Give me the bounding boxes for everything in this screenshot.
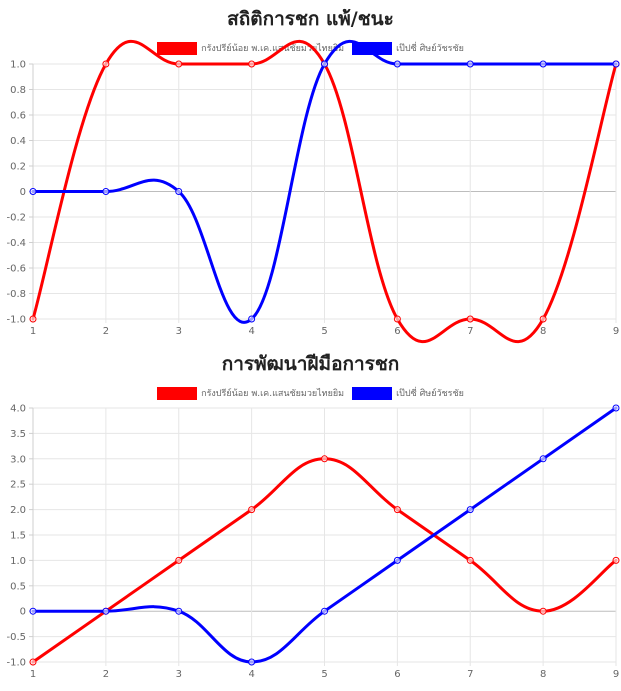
x-tick-label: 9 bbox=[613, 326, 619, 337]
data-point[interactable] bbox=[393, 556, 401, 564]
x-tick-label: 6 bbox=[394, 326, 400, 337]
x-tick-label: 6 bbox=[394, 669, 400, 680]
legend-label: เป๊ปซี่ ศิษย์วัชรชัย bbox=[396, 44, 464, 54]
x-tick-label: 7 bbox=[467, 326, 473, 337]
data-point[interactable] bbox=[102, 188, 110, 195]
y-tick-label: -0.4 bbox=[6, 238, 26, 249]
data-point[interactable] bbox=[612, 556, 620, 564]
data-point[interactable] bbox=[248, 315, 256, 323]
legend-item-series-1[interactable]: กรังปรีย์น้อย พ.เค.แสนชัยมวยไทยยิม bbox=[157, 386, 344, 400]
y-tick-label: 3.5 bbox=[10, 429, 26, 440]
x-tick-label: 4 bbox=[248, 326, 254, 337]
y-tick-label: 2.5 bbox=[10, 480, 26, 491]
chart-plot-area: 4.0 3.5 3.0 2.5 2.0 1.5 1.0 0.5 0 -0.5 -1.0 1 2 3 4 5 6 7… bbox=[6, 404, 620, 680]
data-point[interactable] bbox=[175, 60, 183, 68]
x-tick-label: 8 bbox=[540, 326, 546, 337]
chart-plot-area: 1.0 0.8 0.6 0.4 0.2 0 -0.2 -0.4 -0.6 -0.8 -1.0 1 2 3 4… bbox=[6, 39, 620, 344]
y-tick-label: 0.2 bbox=[10, 162, 26, 173]
data-point[interactable] bbox=[539, 60, 547, 68]
data-point[interactable] bbox=[102, 60, 110, 68]
series-line-2 bbox=[31, 39, 618, 324]
y-tick-label: 0 bbox=[20, 607, 26, 618]
y-tick-label: 0.4 bbox=[10, 136, 26, 147]
x-tick-label: 5 bbox=[321, 669, 327, 680]
legend-label: กรังปรีย์น้อย พ.เค.แสนชัยมวยไทยยิม bbox=[201, 44, 345, 54]
data-point[interactable] bbox=[175, 607, 183, 615]
data-point[interactable] bbox=[321, 607, 328, 615]
data-point[interactable] bbox=[248, 60, 256, 68]
data-point[interactable] bbox=[29, 188, 37, 195]
data-point[interactable] bbox=[466, 60, 474, 68]
data-point[interactable] bbox=[466, 506, 474, 514]
y-tick-label: 0 bbox=[20, 187, 26, 198]
y-tick-label: 3.0 bbox=[10, 454, 26, 465]
legend-label: เป๊ปซี่ ศิษย์วัชรชัย bbox=[396, 389, 464, 399]
x-tick-label: 2 bbox=[103, 669, 109, 680]
x-tick-label: 1 bbox=[30, 669, 36, 680]
data-point[interactable] bbox=[321, 455, 328, 463]
chart-win-loss: สถิติการชก แพ้/ชนะ กรังปรีย์น้อย พ.เค.แส… bbox=[0, 0, 621, 345]
legend-swatch-red bbox=[157, 41, 198, 55]
y-tick-label: 4.0 bbox=[10, 404, 26, 415]
x-tick-label: 4 bbox=[248, 669, 254, 680]
x-tick-label: 1 bbox=[30, 326, 36, 337]
y-tick-label: 1.0 bbox=[10, 556, 26, 567]
data-point[interactable] bbox=[102, 607, 110, 615]
data-point[interactable] bbox=[393, 315, 401, 323]
x-tick-label: 5 bbox=[321, 326, 327, 337]
data-point[interactable] bbox=[29, 315, 37, 323]
data-point[interactable] bbox=[321, 60, 328, 68]
x-tick-label: 7 bbox=[467, 669, 473, 680]
y-tick-label: 1.0 bbox=[10, 60, 26, 71]
y-tick-label: -0.2 bbox=[6, 213, 26, 224]
data-point[interactable] bbox=[466, 315, 474, 323]
y-tick-label: 1.5 bbox=[10, 531, 26, 542]
legend-item-series-2[interactable]: เป๊ปซี่ ศิษย์วัชรชัย bbox=[352, 386, 464, 400]
data-point[interactable] bbox=[466, 556, 474, 564]
data-point[interactable] bbox=[612, 404, 620, 412]
series-line-1 bbox=[31, 39, 618, 344]
data-point[interactable] bbox=[248, 506, 256, 514]
chart-skill-progress: การพัฒนาฝีมือการชก กรังปรีย์น้อย พ.เค.แส… bbox=[0, 345, 621, 691]
data-point[interactable] bbox=[29, 607, 37, 615]
data-point[interactable] bbox=[393, 60, 401, 68]
y-tick-label: 0.5 bbox=[10, 581, 26, 592]
data-point[interactable] bbox=[539, 607, 547, 615]
legend-item-series-1[interactable]: กรังปรีย์น้อย พ.เค.แสนชัยมวยไทยยิม bbox=[157, 41, 344, 55]
data-point[interactable] bbox=[539, 455, 547, 463]
legend-swatch-red bbox=[157, 386, 198, 400]
x-tick-label: 9 bbox=[613, 669, 619, 680]
y-tick-label: -0.8 bbox=[6, 289, 26, 300]
y-tick-label: -1.0 bbox=[6, 315, 26, 326]
y-tick-label: 0.8 bbox=[10, 85, 26, 96]
y-tick-label: 2.0 bbox=[10, 505, 26, 516]
chart-title: การพัฒนาฝีมือการชก bbox=[221, 353, 400, 375]
legend-swatch-blue bbox=[352, 386, 393, 400]
data-point[interactable] bbox=[612, 60, 620, 68]
data-point[interactable] bbox=[248, 658, 256, 666]
y-tick-label: -0.6 bbox=[6, 264, 26, 275]
data-point[interactable] bbox=[539, 315, 547, 323]
chart-title: สถิติการชก แพ้/ชนะ bbox=[227, 8, 394, 30]
data-point[interactable] bbox=[393, 506, 401, 514]
legend-label: กรังปรีย์น้อย พ.เค.แสนชัยมวยไทยยิม bbox=[201, 389, 345, 399]
x-tick-label: 2 bbox=[103, 326, 109, 337]
data-point[interactable] bbox=[175, 188, 183, 195]
y-tick-label: -1.0 bbox=[6, 658, 26, 669]
y-tick-label: -0.5 bbox=[6, 632, 26, 643]
data-point[interactable] bbox=[175, 556, 183, 564]
x-tick-label: 3 bbox=[176, 326, 182, 337]
chart-legend: กรังปรีย์น้อย พ.เค.แสนชัยมวยไทยยิม เป๊ปซ… bbox=[0, 385, 621, 401]
x-tick-label: 8 bbox=[540, 669, 546, 680]
data-point[interactable] bbox=[29, 658, 37, 666]
y-tick-label: 0.6 bbox=[10, 111, 26, 122]
x-tick-label: 3 bbox=[176, 669, 182, 680]
